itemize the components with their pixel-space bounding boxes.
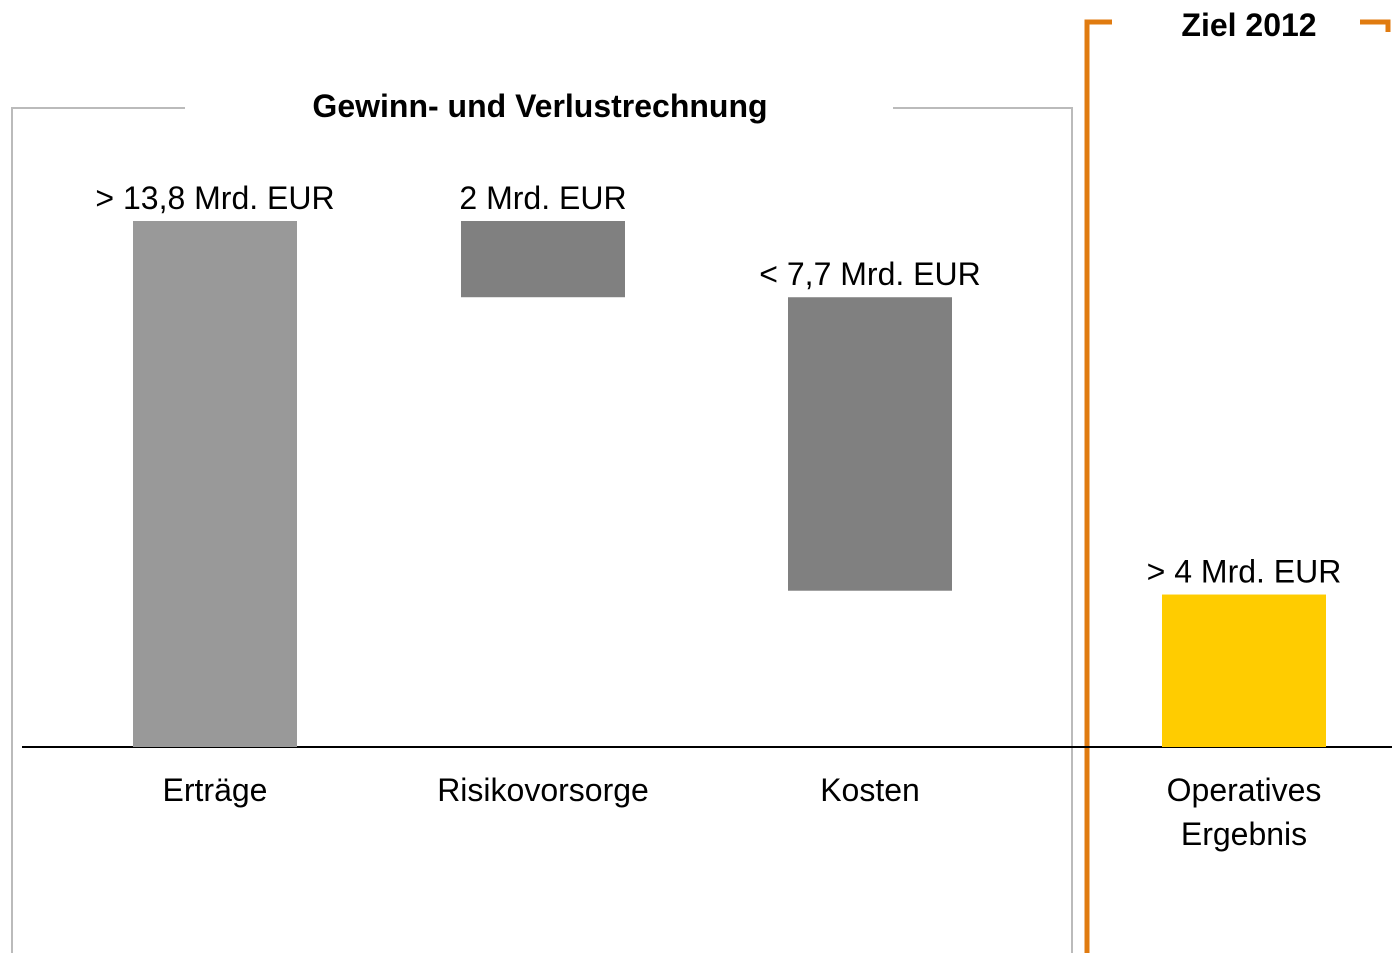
category-label: Risikovorsorge: [437, 772, 649, 808]
target-bracket: [1360, 19, 1391, 32]
category-label: Operatives Ergebnis: [1166, 772, 1322, 852]
chart-title: Gewinn- und Verlustrechnung: [312, 88, 767, 124]
value-label: < 7,7 Mrd. EUR: [759, 256, 980, 292]
value-label: > 4 Mrd. EUR: [1147, 554, 1342, 590]
category-label: Erträge: [162, 772, 268, 808]
bar: [461, 221, 625, 298]
group-frame: [893, 107, 1073, 953]
bar: [133, 221, 297, 747]
category-label: Kosten: [820, 772, 920, 808]
bar: [1162, 594, 1326, 747]
target-label: Ziel 2012: [1181, 7, 1316, 43]
bar: [788, 297, 952, 591]
value-label: > 13,8 Mrd. EUR: [95, 180, 334, 216]
frame: [11, 19, 1391, 953]
group-frame: [11, 107, 185, 953]
target-bracket: [1084, 19, 1112, 953]
value-label: 2 Mrd. EUR: [459, 180, 626, 216]
